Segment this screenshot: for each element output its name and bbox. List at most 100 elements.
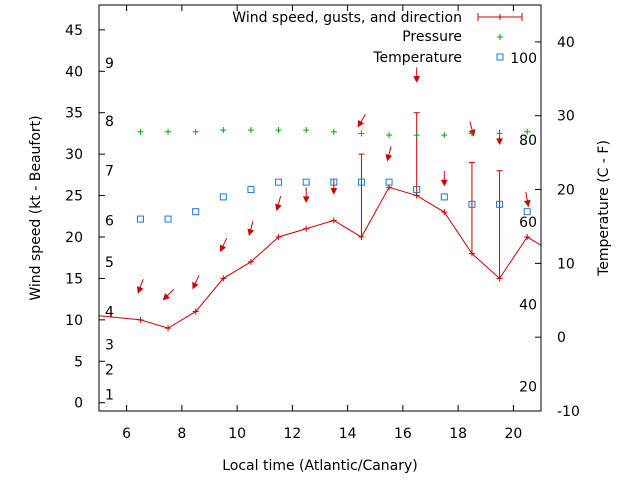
- tick-marks: [99, 5, 541, 412]
- pressure-point: [275, 127, 282, 134]
- axis-labels: 6 8 10 12 14 16 18 20051015202530354045-1001020…: [65, 23, 580, 442]
- fahrenheit-label: 20: [519, 380, 537, 396]
- temperature-point: [275, 178, 283, 186]
- temperature-point: [496, 200, 504, 208]
- y-left-tick-label: 10: [65, 313, 83, 329]
- temperature-point: [523, 208, 531, 216]
- y-axis-left-title: Wind speed (kt - Beaufort): [28, 115, 44, 300]
- beaufort-label: 9: [105, 56, 114, 72]
- x-tick-label: 16: [394, 426, 412, 442]
- pressure-point: [386, 132, 393, 139]
- x-tick-label: 20: [504, 426, 522, 442]
- y-right-tick-label: 0: [557, 330, 566, 346]
- beaufort-label: 6: [105, 213, 114, 229]
- beaufort-label: 3: [105, 338, 114, 354]
- wind-direction-arrow: [440, 171, 448, 187]
- temperature-point: [357, 178, 365, 186]
- pressure-point: [496, 130, 503, 137]
- y-left-tick-label: 15: [65, 271, 83, 287]
- x-tick-label: 12: [283, 426, 301, 442]
- pressure-point: [524, 128, 531, 135]
- wind-speed-point: [220, 275, 227, 282]
- fahrenheit-label: 40: [519, 298, 537, 314]
- legend-label-wind: Wind speed, gusts, and direction: [232, 10, 462, 26]
- y-left-tick-label: 40: [65, 64, 83, 80]
- y-left-tick-label: 5: [74, 354, 83, 370]
- pressure-point: [303, 127, 310, 134]
- series-layer: [98, 67, 542, 332]
- beaufort-label: 5: [105, 255, 114, 271]
- temperature-point: [302, 178, 310, 186]
- y-left-tick-label: 0: [74, 396, 83, 412]
- wind-speed-point: [524, 234, 531, 240]
- temperature-point: [468, 200, 476, 208]
- y-left-tick-label: 20: [65, 230, 83, 246]
- wind-direction-arrow: [330, 179, 338, 195]
- legend-sample-pressure: [497, 34, 503, 40]
- wind-direction-arrow: [275, 196, 282, 212]
- y-right-tick-label: 30: [557, 109, 575, 125]
- wind-speed-point: [441, 209, 448, 216]
- pressure-point: [468, 130, 475, 137]
- temperature-point: [385, 178, 393, 186]
- wind-direction-arrow: [136, 279, 144, 294]
- x-tick-label: 6: [122, 426, 131, 442]
- pressure-point: [137, 128, 144, 135]
- temperature-point: [440, 193, 448, 201]
- pressure-point: [413, 132, 420, 139]
- temperature-point: [192, 208, 200, 216]
- y-left-tick-label: 25: [65, 189, 83, 205]
- y-axis-right-title: Temperature (C - F): [596, 140, 612, 277]
- pressure-point: [441, 132, 448, 139]
- wind-direction-arrow: [413, 67, 421, 83]
- wind-direction-arrow: [385, 146, 393, 162]
- temperature-point: [247, 186, 255, 194]
- y-right-tick-label: -10: [557, 404, 580, 420]
- wind-direction-arrow: [357, 113, 366, 128]
- pressure-point: [330, 128, 337, 135]
- wind-direction-arrow: [219, 237, 228, 253]
- wind-speed-point: [275, 234, 282, 240]
- pressure-point: [247, 127, 254, 134]
- wind-speed-line: [98, 186, 542, 329]
- y-left-tick-label: 30: [65, 147, 83, 163]
- beaufort-label: 2: [105, 363, 114, 379]
- y-right-tick-label: 10: [557, 256, 575, 272]
- legend-sample-wind: [477, 13, 523, 21]
- pressure-point: [220, 127, 227, 134]
- wind-speed-point: [330, 217, 337, 224]
- y-right-tick-label: 20: [557, 183, 575, 199]
- legend: Wind speed, gusts, and direction Pressur…: [232, 10, 523, 66]
- x-axis-title: Local time (Atlantic/Canary): [222, 458, 418, 474]
- beaufort-label: 4: [105, 305, 114, 321]
- x-tick-label: 10: [228, 426, 246, 442]
- wind-direction-arrow: [247, 220, 255, 237]
- beaufort-label: 8: [105, 114, 114, 130]
- wind-speed-point: [137, 316, 144, 323]
- temperature-point: [164, 215, 172, 223]
- fahrenheit-label: 60: [519, 215, 537, 231]
- pressure-point: [358, 130, 365, 137]
- beaufort-label: 7: [105, 164, 114, 180]
- temperature-point: [330, 178, 338, 186]
- beaufort-label: 1: [105, 387, 114, 403]
- wind-direction-arrow: [192, 275, 200, 290]
- wind-direction-arrow: [162, 288, 175, 301]
- x-tick-label: 8: [177, 426, 186, 442]
- temperature-point: [219, 193, 227, 201]
- legend-label-pressure: Pressure: [402, 29, 462, 45]
- plot-frame: [98, 4, 542, 412]
- x-tick-label: 14: [339, 426, 357, 442]
- fahrenheit-label: 80: [519, 133, 537, 149]
- pressure-point: [165, 128, 172, 135]
- legend-sample-temperature: [496, 53, 504, 61]
- temperature-point: [413, 186, 421, 194]
- temperature-point: [136, 215, 144, 223]
- y-right-tick-label: 40: [557, 35, 575, 51]
- x-tick-label: 18: [449, 426, 467, 442]
- legend-label-temperature: Temperature: [372, 50, 462, 66]
- wind-speed-point: [247, 258, 254, 265]
- wind-speed-point: [303, 225, 310, 232]
- fahrenheit-label: 100: [510, 51, 537, 67]
